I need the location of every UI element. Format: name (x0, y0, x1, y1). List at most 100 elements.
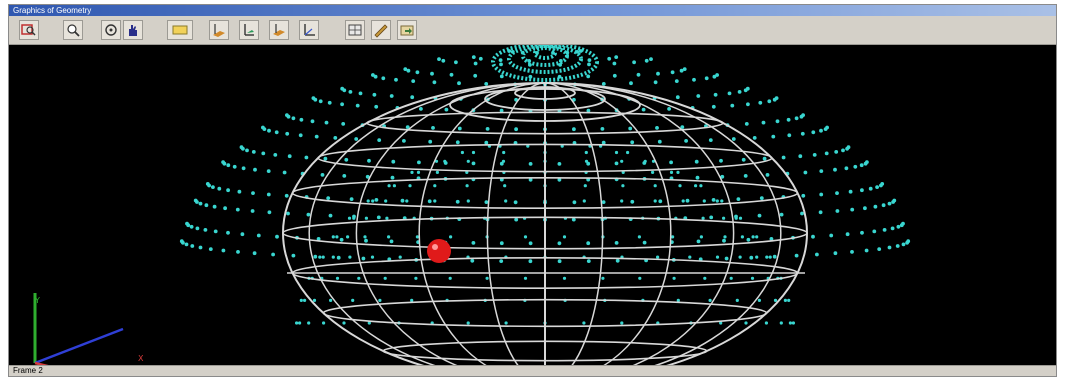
export-button[interactable] (397, 20, 417, 40)
cloud-point (256, 233, 261, 238)
cloud-point (374, 198, 379, 202)
cloud-point (803, 170, 808, 175)
cloud-point (402, 139, 406, 143)
cloud-point (455, 199, 460, 204)
cloud-point (877, 247, 882, 252)
cloud-point (361, 256, 366, 261)
cloud-point (859, 163, 864, 168)
3d-viewport[interactable]: Y X (9, 45, 1056, 367)
cloud-point (882, 228, 887, 232)
edit-pencil-icon (374, 24, 388, 38)
cloud-point (217, 186, 222, 191)
shade-toggle-button[interactable] (167, 20, 193, 40)
export-icon (400, 25, 414, 36)
cloud-point (812, 153, 817, 157)
cloud-point (286, 114, 291, 119)
cloud-point (636, 72, 641, 77)
cloud-point (620, 199, 624, 203)
view-iso-button[interactable] (299, 20, 319, 40)
cloud-point (372, 92, 377, 97)
sphere-cap-ring (484, 87, 606, 111)
cloud-point (587, 58, 592, 62)
cloud-point (466, 199, 470, 203)
cloud-point (901, 221, 905, 226)
cloud-point (774, 96, 779, 100)
cloud-point (355, 103, 360, 108)
cloud-point (419, 107, 423, 111)
cloud-point (437, 57, 441, 61)
cloud-point (250, 209, 255, 213)
cloud-point (637, 235, 642, 239)
cloud-point (835, 209, 840, 213)
view-top-button[interactable] (269, 20, 289, 40)
cloud-point (571, 217, 576, 222)
cloud-point (601, 200, 606, 205)
cloud-point (184, 242, 189, 247)
cloud-point (499, 259, 504, 263)
cloud-point (584, 150, 588, 155)
pan-button[interactable] (123, 20, 143, 40)
cloud-point (738, 216, 743, 220)
pan-hand-icon (129, 25, 137, 36)
cloud-point (562, 276, 567, 280)
cloud-point (824, 151, 829, 156)
zoom-fit-button[interactable] (63, 20, 83, 40)
cloud-point (252, 251, 257, 256)
cloud-point (773, 298, 778, 302)
cloud-point (586, 108, 591, 113)
cloud-point (736, 197, 741, 202)
cloud-point (779, 321, 783, 325)
cloud-point (378, 298, 382, 302)
cloud-point (473, 61, 478, 66)
cloud-point (895, 244, 900, 248)
cloud-point (901, 242, 906, 247)
cloud-point (318, 255, 322, 259)
cloud-point (241, 146, 245, 151)
cloud-point (385, 216, 389, 220)
cloud-point (819, 169, 824, 173)
rotate-button[interactable] (101, 20, 121, 40)
cloud-point (651, 170, 655, 174)
view-side-button[interactable] (239, 20, 259, 40)
edit-button[interactable] (371, 20, 391, 40)
cloud-point (411, 79, 416, 83)
cloud-point (340, 102, 344, 107)
cloud-point (584, 159, 589, 163)
cloud-point (333, 136, 338, 140)
cloud-point (757, 298, 762, 302)
cloud-point (444, 107, 449, 112)
cloud-point (583, 184, 587, 188)
cloud-point (730, 103, 735, 108)
cloud-point (331, 255, 335, 259)
cloud-point (740, 235, 745, 239)
sphere-cap-ring (449, 88, 641, 122)
cloud-point (432, 80, 437, 85)
cloud-point (226, 163, 231, 168)
cloud-point (887, 245, 892, 250)
cloud-point (759, 196, 764, 201)
cloud-point (800, 211, 804, 216)
cloud-point (335, 235, 339, 239)
cloud-point (342, 174, 347, 178)
cloud-point (389, 239, 394, 244)
mesh-display-button[interactable] (345, 20, 365, 40)
x-axis-label: X (138, 354, 144, 363)
cloud-point (348, 255, 352, 259)
cloud-point (211, 185, 215, 190)
zoom-window-button[interactable] (19, 20, 39, 40)
cloud-point (364, 238, 368, 243)
cloud-point (298, 321, 302, 325)
cloud-point (226, 188, 231, 193)
cloud-point (431, 126, 435, 130)
cloud-point (203, 228, 208, 232)
cloud-point (266, 169, 271, 173)
cloud-point (586, 161, 591, 166)
cloud-point (612, 61, 617, 66)
axis-triad: Y (33, 293, 124, 367)
cloud-point (557, 177, 562, 182)
cloud-point (846, 145, 851, 150)
view-front-button[interactable] (209, 20, 229, 40)
cloud-point (825, 125, 829, 130)
cloud-point (323, 156, 328, 161)
cloud-point (223, 206, 228, 211)
